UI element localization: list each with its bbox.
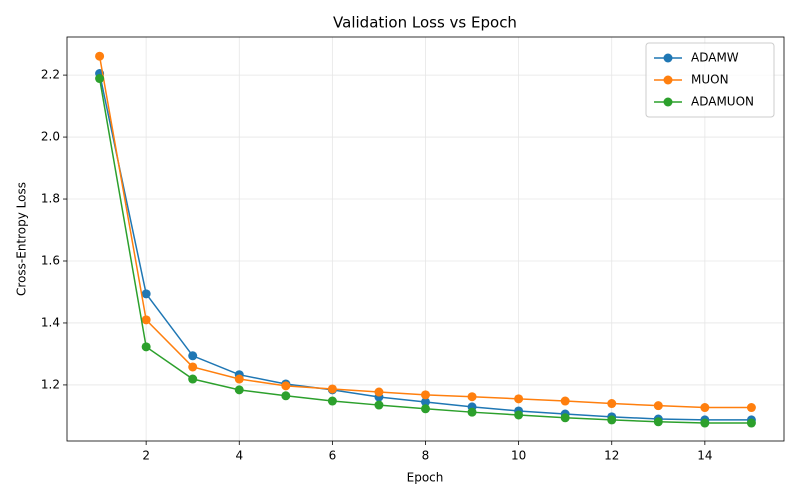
point xyxy=(560,413,570,423)
point xyxy=(746,403,756,413)
point xyxy=(374,400,384,410)
legend-label: MUON xyxy=(691,73,729,87)
point xyxy=(234,385,244,395)
point xyxy=(700,403,710,413)
plot-frame xyxy=(66,36,785,442)
legend-box xyxy=(645,42,775,118)
point xyxy=(421,397,430,407)
y-axis-label: Cross-Entropy Loss xyxy=(15,182,29,296)
grid xyxy=(67,37,784,441)
y-tick-label: 1.8 xyxy=(41,192,60,206)
point xyxy=(746,418,756,428)
y-tick-label: 2.0 xyxy=(41,130,60,144)
point xyxy=(95,51,105,61)
point xyxy=(141,342,151,352)
point xyxy=(188,374,198,384)
point xyxy=(607,399,617,409)
x-tick-label: 2 xyxy=(142,449,150,463)
x-tick-label: 4 xyxy=(235,449,243,463)
y-tick-label: 1.6 xyxy=(41,253,60,267)
point xyxy=(700,418,710,428)
chart-title: Validation Loss vs Epoch xyxy=(333,14,517,32)
legend-marker xyxy=(663,75,673,85)
point xyxy=(281,391,291,401)
x-tick-label: 6 xyxy=(329,449,337,463)
point xyxy=(467,392,477,402)
legend-label: ADAMUON xyxy=(691,95,754,109)
point xyxy=(141,315,151,325)
x-tick-label: 10 xyxy=(511,449,526,463)
point xyxy=(607,415,617,425)
point xyxy=(374,387,384,397)
point xyxy=(653,401,663,411)
point xyxy=(141,289,151,299)
legend-marker xyxy=(663,97,673,107)
point xyxy=(467,407,477,417)
point xyxy=(421,390,430,400)
point xyxy=(327,384,337,394)
point xyxy=(421,404,430,414)
point xyxy=(95,74,105,84)
y-tick-label: 1.4 xyxy=(41,315,60,329)
x-tick-label: 12 xyxy=(604,449,619,463)
point xyxy=(327,396,337,406)
x-tick-label: 14 xyxy=(697,449,712,463)
legend-marker xyxy=(663,53,673,63)
point xyxy=(188,362,198,372)
y-tick-label: 2.2 xyxy=(41,68,60,82)
point xyxy=(188,351,198,361)
x-axis-label: Epoch xyxy=(407,471,444,485)
point xyxy=(514,410,524,420)
point xyxy=(653,417,663,427)
point xyxy=(234,374,244,384)
point xyxy=(514,394,524,404)
x-tick-label: 8 xyxy=(422,449,430,463)
point xyxy=(281,381,291,391)
legend-label: ADAMW xyxy=(691,51,739,65)
y-tick-label: 1.2 xyxy=(41,377,60,391)
point xyxy=(560,396,570,406)
